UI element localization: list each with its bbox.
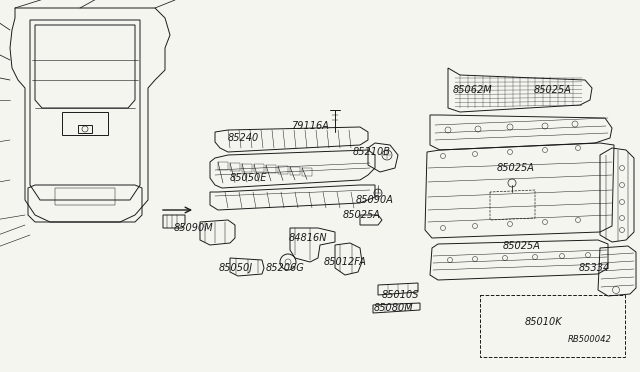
Bar	[480, 295, 625, 357]
Text: 85010S: 85010S	[381, 290, 419, 300]
Text: 85080M: 85080M	[373, 303, 413, 313]
Text: 85334: 85334	[579, 263, 610, 273]
Text: RB500042: RB500042	[568, 336, 612, 344]
Text: 85090M: 85090M	[173, 223, 213, 233]
Text: 84816N: 84816N	[289, 233, 327, 243]
Text: 85025A: 85025A	[503, 241, 541, 251]
Text: 85206G: 85206G	[266, 263, 305, 273]
Text: 85090A: 85090A	[356, 195, 394, 205]
Text: 85025A: 85025A	[497, 163, 535, 173]
Text: 85062M: 85062M	[452, 85, 492, 95]
Text: 85050E: 85050E	[229, 173, 267, 183]
Text: 85210B: 85210B	[353, 147, 391, 157]
Text: 85010K: 85010K	[524, 317, 562, 327]
Text: 85050J: 85050J	[219, 263, 253, 273]
Text: 85025A: 85025A	[343, 210, 381, 220]
Text: 85240: 85240	[227, 133, 259, 143]
Text: 85025A: 85025A	[534, 85, 572, 95]
Text: 79116A: 79116A	[291, 121, 329, 131]
Text: 85012FA: 85012FA	[324, 257, 367, 267]
